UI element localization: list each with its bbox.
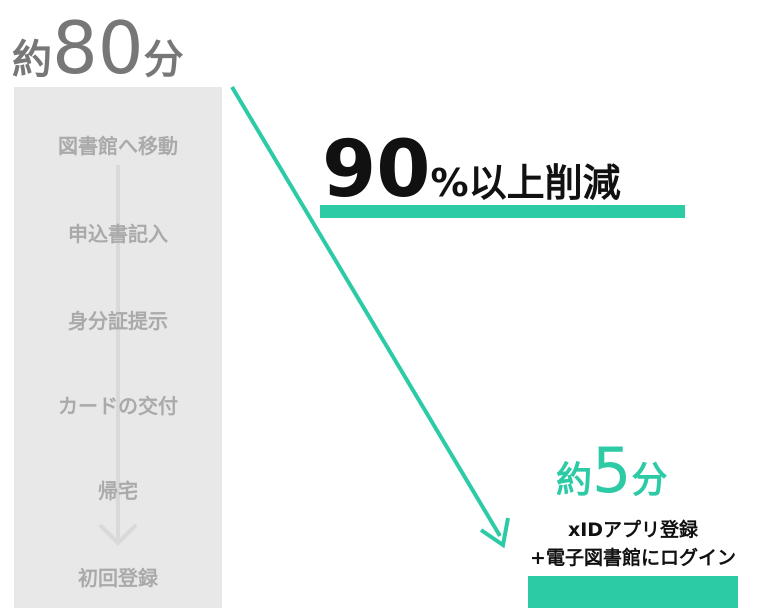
steps-arrow-head	[98, 523, 138, 546]
reduction-label: 90%以上削減	[322, 125, 621, 215]
step-label: 帰宅	[98, 479, 138, 503]
step-label: 身分証提示	[68, 309, 168, 333]
before-unit: 分	[144, 37, 184, 83]
reduction-arrow	[230, 85, 502, 538]
reduction-arrow-head	[479, 517, 510, 549]
reduction-underline	[320, 205, 685, 218]
after-bar	[528, 576, 738, 608]
reduction-number: 90	[322, 125, 431, 215]
after-prefix: 約	[556, 460, 592, 501]
after-number: 5	[592, 434, 631, 507]
step-label: 初回登録	[78, 566, 159, 590]
reduction-text: %以上削減	[431, 161, 621, 205]
step-label: 申込書記入	[68, 222, 168, 246]
after-line: xIDアプリ登録	[568, 518, 699, 541]
step-label: カードの交付	[58, 394, 178, 418]
after-line: +電子図書館にログイン	[530, 546, 736, 569]
before-time: 約80分	[12, 6, 184, 90]
before-prefix: 約	[12, 37, 52, 83]
after-unit: 分	[631, 460, 667, 501]
step-label: 図書館へ移動	[58, 134, 178, 158]
after-time: 約5分	[556, 434, 667, 507]
before-number: 80	[52, 6, 144, 90]
